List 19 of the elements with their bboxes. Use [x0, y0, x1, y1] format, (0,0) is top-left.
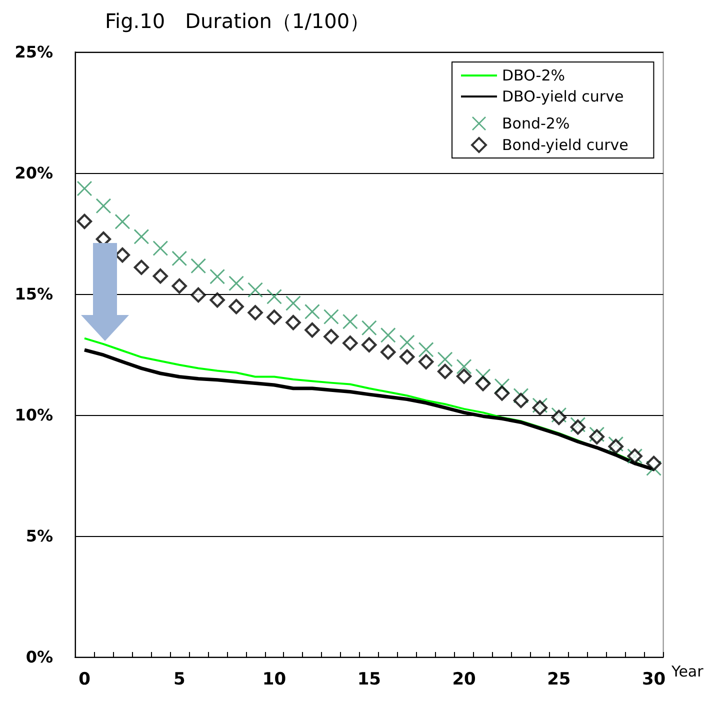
x-tick-label: 0 [78, 670, 91, 690]
y-tick-label: 0% [26, 648, 53, 666]
chart-title: Fig.10 Duration（1/100） [105, 9, 370, 33]
x-tick-label: 25 [547, 670, 571, 690]
x-tick-label: 30 [642, 670, 666, 690]
x-tick-label: 5 [173, 670, 186, 690]
x-tick-label: 15 [357, 670, 381, 690]
y-tick-label: 5% [26, 526, 53, 546]
x-axis-title: Year [670, 662, 704, 680]
y-tick-label: 20% [14, 164, 53, 182]
x-tick-label: 20 [452, 670, 476, 690]
legend-label: Bond-2% [502, 114, 570, 132]
legend-label: Bond-yield curve [502, 136, 628, 154]
x-tick-label: 10 [262, 670, 286, 690]
legend-label: DBO-yield curve [502, 88, 624, 106]
legend-label: DBO-2% [502, 66, 566, 84]
y-tick-label: 10% [14, 406, 53, 424]
y-tick-label: 25% [14, 42, 53, 62]
y-tick-label: 15% [14, 284, 53, 304]
